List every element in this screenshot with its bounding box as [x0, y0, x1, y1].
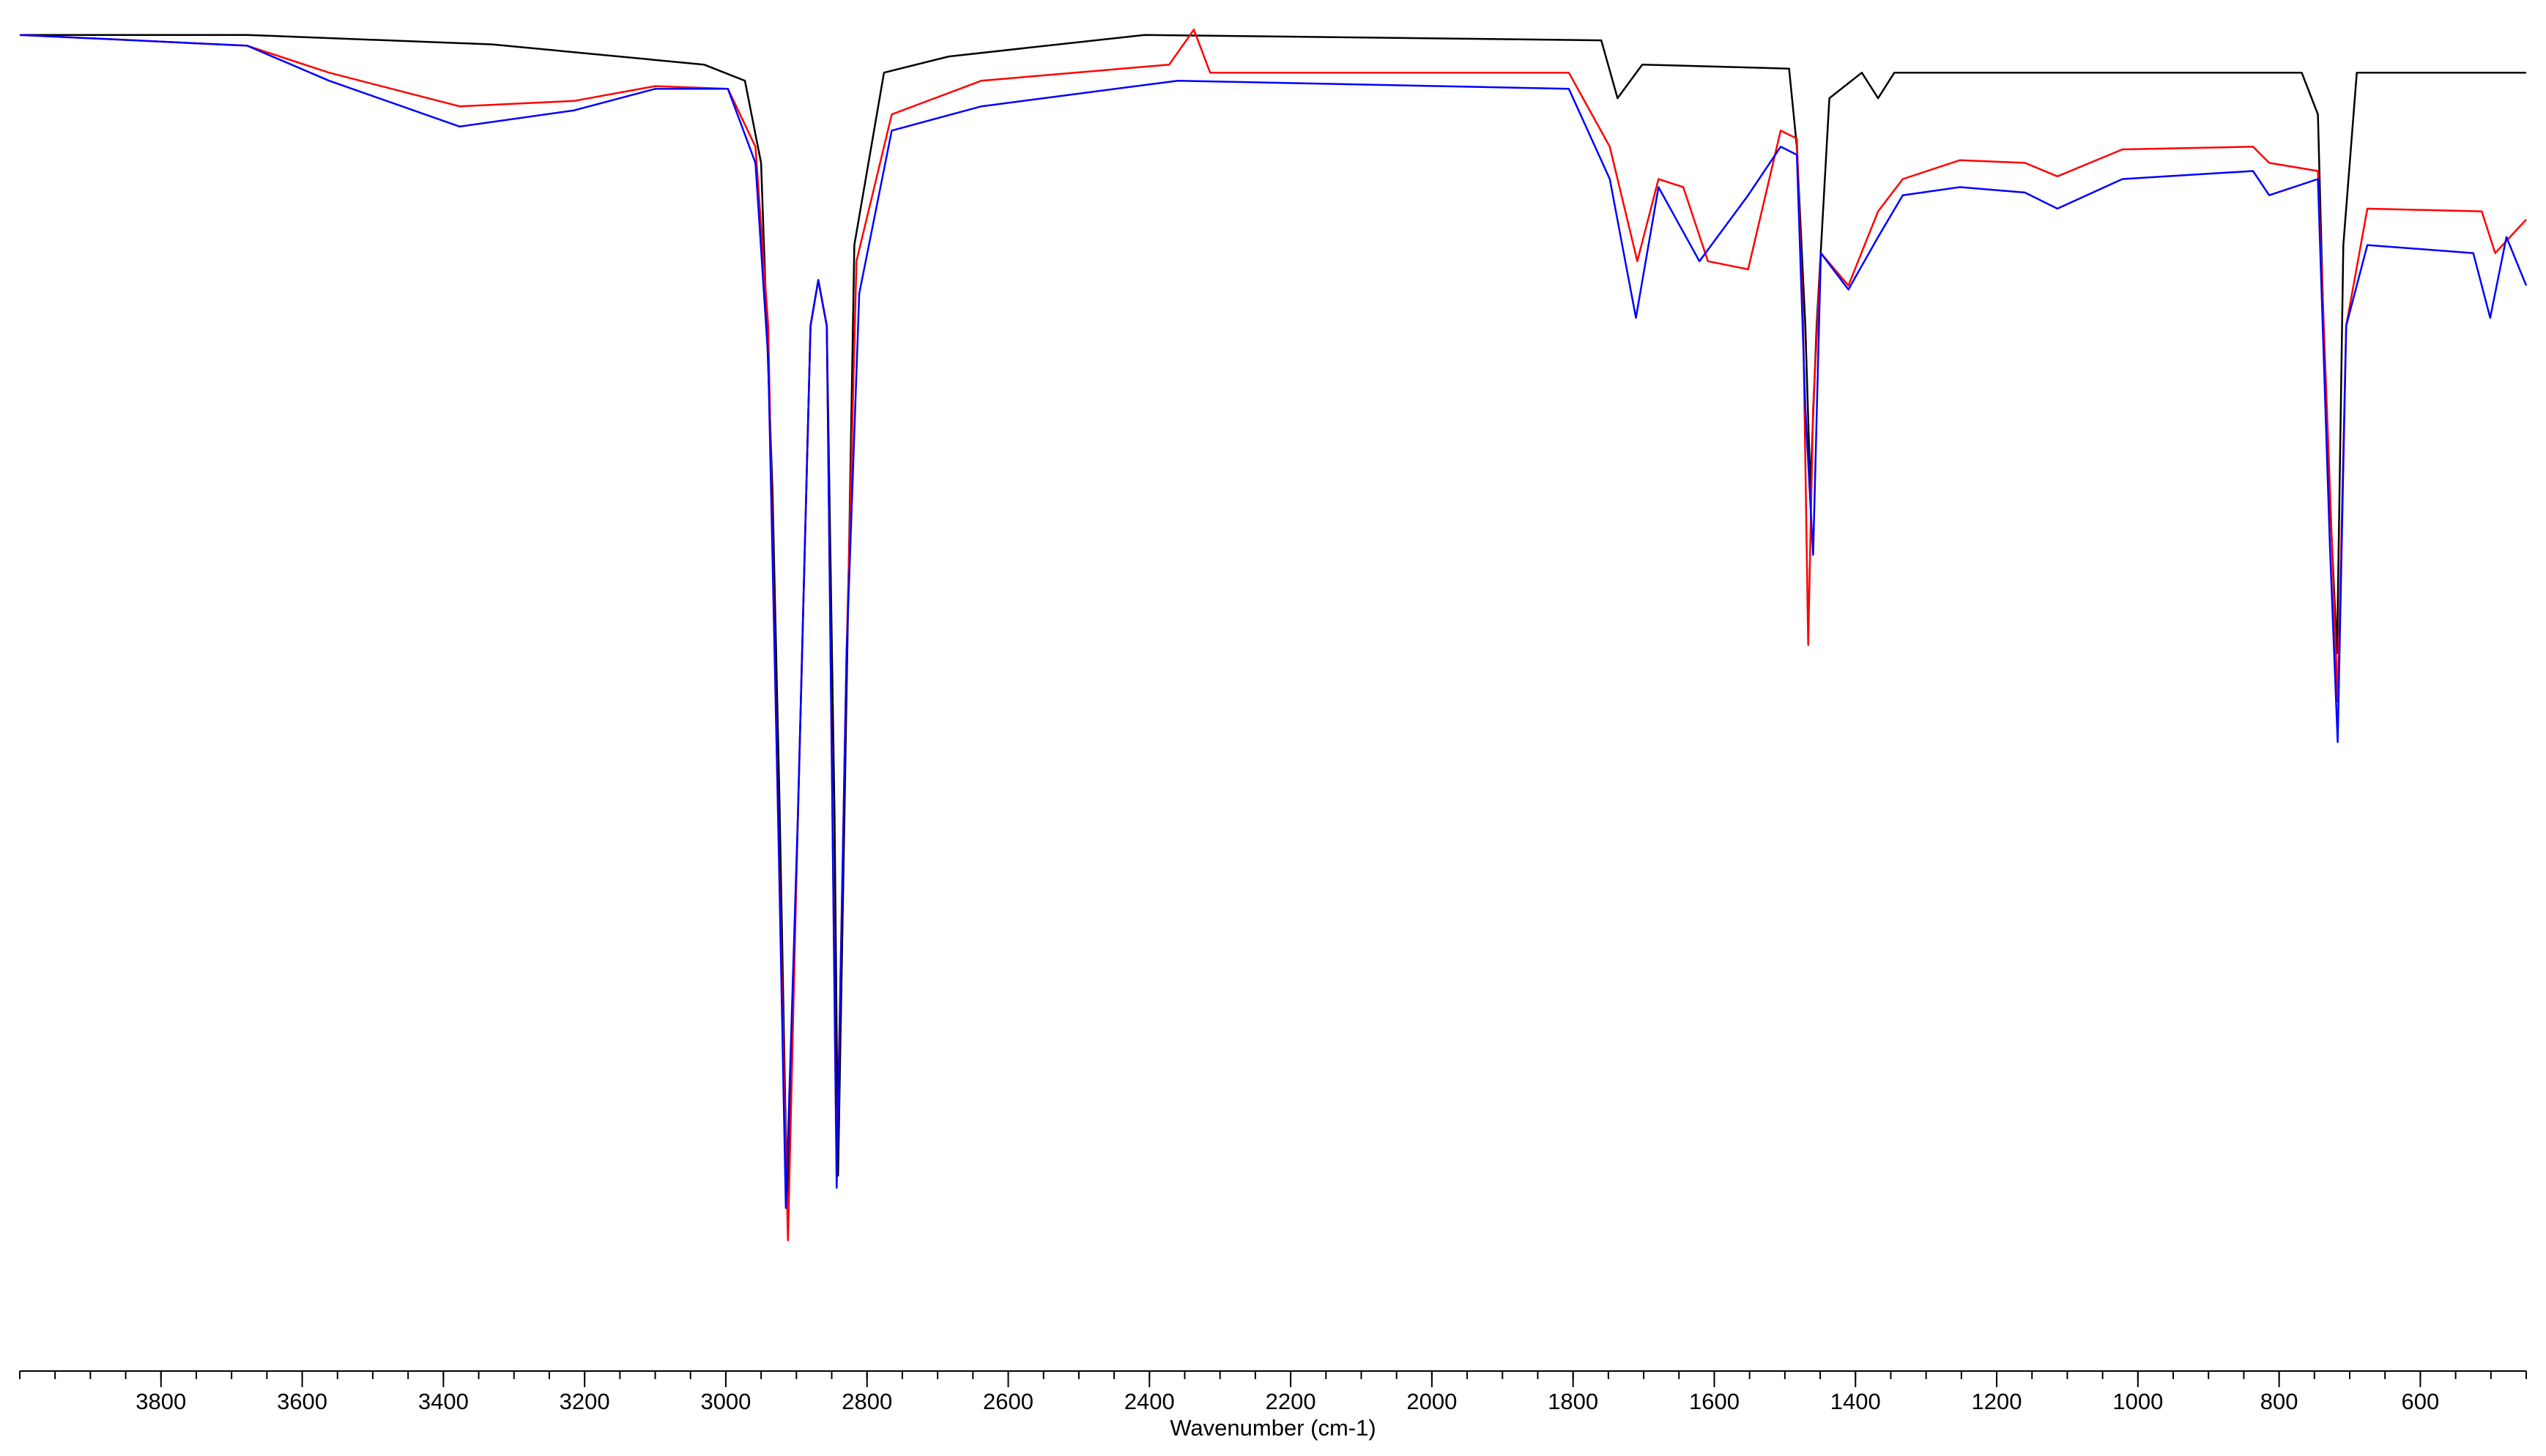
x-tick-label: 1400 [1830, 1389, 1881, 1414]
x-tick-label: 1600 [1689, 1389, 1740, 1414]
x-tick-label: 3200 [560, 1389, 610, 1414]
x-tick-label: 3400 [418, 1389, 469, 1414]
x-tick-label: 3600 [277, 1389, 327, 1414]
x-tick-label: 2200 [1266, 1389, 1316, 1414]
spectrum-line [19, 34, 2528, 1209]
x-tick-label: 1200 [1972, 1389, 2022, 1414]
x-tick-label: 1000 [2112, 1389, 2163, 1414]
spectrum-line [20, 34, 2526, 1209]
x-tick-label: 2800 [842, 1389, 892, 1414]
x-tick-label: 2000 [1406, 1389, 1457, 1414]
x-tick-label: 600 [2402, 1389, 2440, 1414]
x-axis-label: Wavenumber (cm-1) [1170, 1415, 1376, 1441]
x-tick-label: 3000 [700, 1389, 751, 1414]
x-tick-label: 1800 [1548, 1389, 1598, 1414]
x-tick-label: 3800 [136, 1389, 186, 1414]
x-tick-label: 2600 [983, 1389, 1033, 1414]
x-tick-label: 800 [2260, 1389, 2298, 1414]
spectrum-line [19, 29, 2527, 1241]
x-tick-label: 2400 [1124, 1389, 1175, 1414]
